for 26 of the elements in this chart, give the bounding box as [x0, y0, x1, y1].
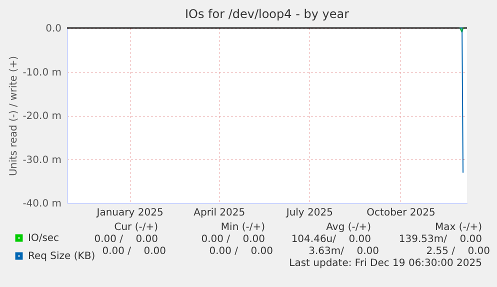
x-tick-label: July 2025: [285, 208, 333, 218]
y-tick-label: -10.0 m: [22, 67, 62, 78]
text: 104.46u/ 0.00: [291, 234, 371, 246]
y-tick-label: -40.0 m: [22, 198, 62, 210]
text: 3.63m/ 0.00: [308, 246, 379, 258]
y-axis-title: Units read (-) / write (+): [8, 56, 20, 176]
text: 0.00 / 0.00: [209, 246, 273, 258]
y-tick-label: -20.0 m: [22, 111, 62, 122]
chart-title: IOs for /dev/loop4 - by year: [184, 7, 350, 21]
x-tick-label: January 2025: [96, 208, 164, 218]
text: Max (-/+): [434, 222, 482, 234]
text: Cur (-/+): [114, 222, 158, 234]
text: 0.00 / 0.00: [94, 234, 158, 246]
x-tick-label: April 2025: [194, 208, 246, 218]
x-tick-label: October 2025: [366, 208, 436, 218]
text: 0.00 / 0.00: [102, 246, 166, 258]
text: 0.00 / 0.00: [201, 234, 265, 246]
legend-label: Req Size (KB): [28, 251, 96, 262]
y-tick-label: -30.0 m: [22, 154, 62, 166]
legend-label: IO/sec: [28, 233, 60, 244]
text: 2.55 / 0.00: [426, 246, 490, 258]
y-tick-label: 0.0: [46, 24, 62, 34]
text: Avg (-/+): [326, 222, 371, 234]
text: 139.53m/ 0.00: [398, 234, 482, 246]
text: Min (-/+): [220, 222, 265, 234]
text: Last update: Fri Dec 19 06:30:00 2025: [289, 258, 482, 270]
